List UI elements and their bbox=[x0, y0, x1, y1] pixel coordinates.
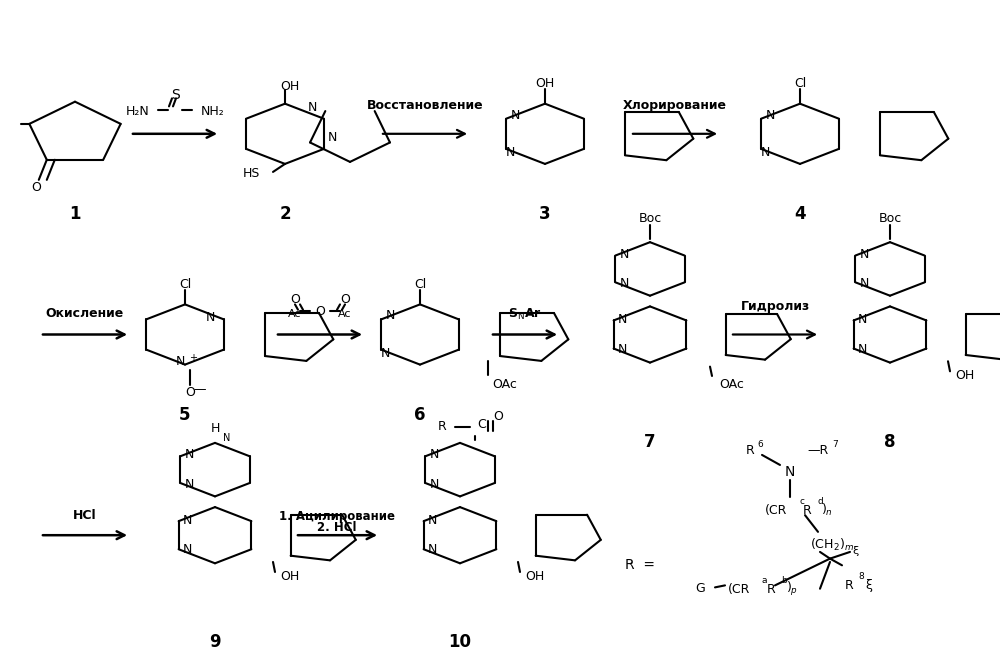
Text: G: G bbox=[695, 582, 705, 595]
Text: N: N bbox=[429, 448, 439, 462]
Text: N: N bbox=[327, 130, 337, 144]
Text: 8: 8 bbox=[884, 433, 896, 450]
Text: ξ: ξ bbox=[865, 579, 872, 592]
Text: N: N bbox=[205, 311, 215, 324]
Text: N: N bbox=[619, 277, 629, 290]
Text: Гидролиз: Гидролиз bbox=[740, 300, 810, 313]
Text: 7: 7 bbox=[832, 440, 838, 449]
Text: N: N bbox=[859, 277, 869, 290]
Text: N: N bbox=[427, 543, 437, 557]
Text: N: N bbox=[859, 248, 869, 261]
Text: )$_n$: )$_n$ bbox=[821, 502, 833, 518]
Text: 1: 1 bbox=[69, 205, 81, 223]
Text: N: N bbox=[857, 343, 867, 356]
Text: OH: OH bbox=[280, 80, 300, 94]
Text: 6: 6 bbox=[414, 406, 426, 423]
Text: N: N bbox=[223, 433, 231, 442]
Text: OAc: OAc bbox=[720, 378, 744, 391]
Text: N: N bbox=[617, 343, 627, 356]
Text: S$_\mathrm{N}$Ar: S$_\mathrm{N}$Ar bbox=[508, 307, 542, 322]
Text: 6: 6 bbox=[757, 440, 763, 449]
Text: (CR: (CR bbox=[765, 504, 787, 517]
Text: 2: 2 bbox=[279, 205, 291, 223]
Text: ξ: ξ bbox=[852, 546, 858, 555]
Text: N: N bbox=[619, 248, 629, 261]
Text: 4: 4 bbox=[794, 205, 806, 223]
Text: (CR: (CR bbox=[728, 583, 750, 596]
Text: Окисление: Окисление bbox=[46, 306, 124, 320]
Text: d: d bbox=[817, 497, 823, 506]
Text: c: c bbox=[799, 497, 804, 506]
Text: N: N bbox=[175, 355, 185, 368]
Text: R: R bbox=[746, 444, 754, 457]
Text: R: R bbox=[438, 419, 446, 433]
Text: N: N bbox=[429, 478, 439, 491]
Text: a: a bbox=[762, 576, 768, 585]
Text: 10: 10 bbox=[448, 634, 472, 651]
Text: OH: OH bbox=[955, 369, 975, 383]
Text: O: O bbox=[315, 304, 325, 318]
Text: Cl: Cl bbox=[414, 278, 426, 291]
Text: R  =: R = bbox=[625, 559, 655, 572]
Text: R: R bbox=[767, 583, 776, 596]
Text: R: R bbox=[845, 579, 854, 592]
Text: 7: 7 bbox=[644, 433, 656, 450]
Text: N: N bbox=[785, 465, 795, 478]
Text: OAc: OAc bbox=[493, 378, 517, 391]
Text: NH₂: NH₂ bbox=[201, 105, 225, 118]
Text: 1. Ацилирование: 1. Ацилирование bbox=[279, 510, 395, 523]
Text: N: N bbox=[308, 102, 317, 114]
Text: b: b bbox=[781, 576, 787, 585]
Text: 2. HCl: 2. HCl bbox=[317, 520, 357, 534]
Text: HCl: HCl bbox=[73, 508, 97, 522]
Text: N: N bbox=[385, 309, 395, 322]
Text: Cl: Cl bbox=[179, 278, 191, 291]
Text: )$_p$: )$_p$ bbox=[786, 581, 798, 598]
Text: O: O bbox=[290, 292, 300, 306]
Text: Boc: Boc bbox=[638, 212, 662, 225]
Text: HS: HS bbox=[243, 167, 260, 181]
Text: —: — bbox=[194, 383, 206, 396]
Text: (CH$_2$)$_m$: (CH$_2$)$_m$ bbox=[810, 537, 854, 553]
Text: O: O bbox=[340, 292, 350, 306]
Text: Boc: Boc bbox=[878, 212, 902, 225]
Text: +: + bbox=[189, 353, 197, 363]
Text: C: C bbox=[478, 417, 486, 431]
Text: S: S bbox=[171, 88, 179, 102]
Text: Ac: Ac bbox=[288, 310, 302, 319]
Text: N: N bbox=[505, 146, 515, 159]
Text: 3: 3 bbox=[539, 205, 551, 223]
Text: O: O bbox=[185, 386, 195, 399]
Text: Cl: Cl bbox=[794, 77, 806, 90]
Text: 5: 5 bbox=[179, 406, 191, 423]
Text: Ac: Ac bbox=[338, 310, 352, 319]
Text: Хлорирование: Хлорирование bbox=[623, 100, 727, 112]
Text: 9: 9 bbox=[209, 634, 221, 651]
Text: N: N bbox=[510, 108, 520, 122]
Text: N: N bbox=[427, 514, 437, 527]
Text: N: N bbox=[857, 313, 867, 326]
Text: N: N bbox=[184, 478, 194, 491]
Text: OH: OH bbox=[280, 570, 300, 583]
Text: H: H bbox=[210, 421, 220, 435]
Text: 8: 8 bbox=[858, 572, 864, 581]
Text: O: O bbox=[493, 409, 503, 423]
Text: —R: —R bbox=[807, 444, 829, 457]
Text: OH: OH bbox=[525, 570, 545, 583]
Text: N: N bbox=[184, 448, 194, 462]
Text: Восстановление: Восстановление bbox=[367, 100, 483, 112]
Text: OH: OH bbox=[535, 77, 555, 90]
Text: N: N bbox=[380, 347, 390, 360]
Text: N: N bbox=[182, 543, 192, 557]
Text: R: R bbox=[803, 504, 812, 517]
Text: N: N bbox=[182, 514, 192, 527]
Text: N: N bbox=[765, 108, 775, 122]
Text: N: N bbox=[617, 313, 627, 326]
Text: O: O bbox=[31, 181, 41, 195]
Text: N: N bbox=[760, 146, 770, 159]
Text: H₂N: H₂N bbox=[126, 105, 150, 118]
